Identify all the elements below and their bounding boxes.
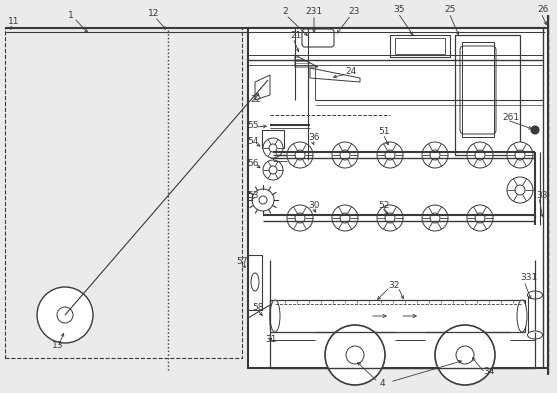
Circle shape [456, 346, 474, 364]
Circle shape [531, 126, 539, 134]
Bar [528, 295, 543, 335]
Text: 53: 53 [247, 191, 258, 200]
Circle shape [377, 205, 403, 231]
Bar [462, 42, 494, 137]
Text: 12: 12 [148, 9, 159, 18]
Text: 4: 4 [379, 378, 385, 387]
Text: 54: 54 [247, 138, 258, 147]
Text: 57: 57 [236, 257, 247, 266]
Text: 26: 26 [537, 6, 549, 15]
Polygon shape [255, 75, 270, 100]
Polygon shape [310, 68, 360, 82]
Circle shape [467, 142, 493, 168]
Text: 13: 13 [52, 340, 63, 349]
Circle shape [422, 205, 448, 231]
Circle shape [507, 142, 533, 168]
Text: 55: 55 [247, 121, 258, 130]
Circle shape [340, 213, 350, 223]
Circle shape [259, 196, 267, 204]
Polygon shape [270, 305, 290, 325]
Text: 56: 56 [247, 158, 258, 167]
FancyBboxPatch shape [302, 29, 334, 47]
Circle shape [287, 205, 313, 231]
Circle shape [385, 213, 395, 223]
Circle shape [295, 213, 305, 223]
Circle shape [346, 346, 364, 364]
Text: 30: 30 [308, 200, 320, 209]
Text: 52: 52 [378, 200, 389, 209]
Text: 33: 33 [536, 191, 548, 200]
Circle shape [515, 185, 525, 195]
Circle shape [263, 138, 283, 158]
Circle shape [57, 307, 73, 323]
Circle shape [467, 205, 493, 231]
Circle shape [295, 150, 305, 160]
Ellipse shape [517, 300, 527, 332]
Circle shape [430, 213, 440, 223]
Text: 25: 25 [444, 6, 456, 15]
Ellipse shape [270, 300, 280, 332]
Circle shape [430, 150, 440, 160]
Circle shape [269, 144, 277, 152]
Circle shape [332, 142, 358, 168]
Bar [5, 28, 242, 358]
Bar [390, 35, 450, 57]
Circle shape [515, 150, 525, 160]
Bar [270, 300, 525, 332]
Text: 231: 231 [305, 7, 322, 17]
Text: 22: 22 [250, 95, 261, 105]
Bar [262, 130, 284, 148]
Text: 58: 58 [252, 303, 263, 312]
Circle shape [435, 325, 495, 385]
Circle shape [269, 166, 277, 174]
Text: 2: 2 [282, 7, 287, 17]
Text: 36: 36 [308, 134, 320, 143]
Circle shape [507, 177, 533, 203]
Circle shape [385, 150, 395, 160]
Text: 331: 331 [520, 274, 538, 283]
Bar [395, 38, 445, 54]
Bar [248, 255, 262, 310]
Circle shape [340, 150, 350, 160]
Circle shape [475, 150, 485, 160]
Circle shape [252, 189, 274, 211]
Circle shape [287, 142, 313, 168]
Text: 11: 11 [8, 18, 19, 26]
Text: 32: 32 [388, 281, 399, 290]
Text: 34: 34 [483, 367, 495, 376]
Text: 1: 1 [68, 11, 74, 20]
Ellipse shape [527, 291, 543, 299]
Ellipse shape [527, 331, 543, 339]
Bar [248, 28, 548, 368]
Circle shape [263, 160, 283, 180]
Circle shape [332, 205, 358, 231]
Text: 31: 31 [265, 336, 276, 345]
Text: 51: 51 [378, 127, 389, 136]
Circle shape [325, 325, 385, 385]
Text: 23: 23 [348, 7, 359, 17]
Text: 261: 261 [502, 114, 519, 123]
Bar [455, 35, 520, 155]
Polygon shape [295, 55, 318, 67]
Text: 35: 35 [393, 6, 404, 15]
Circle shape [37, 287, 93, 343]
Text: 21: 21 [290, 31, 301, 40]
Circle shape [475, 213, 485, 223]
Circle shape [377, 142, 403, 168]
Text: 24: 24 [345, 68, 356, 77]
Circle shape [422, 142, 448, 168]
